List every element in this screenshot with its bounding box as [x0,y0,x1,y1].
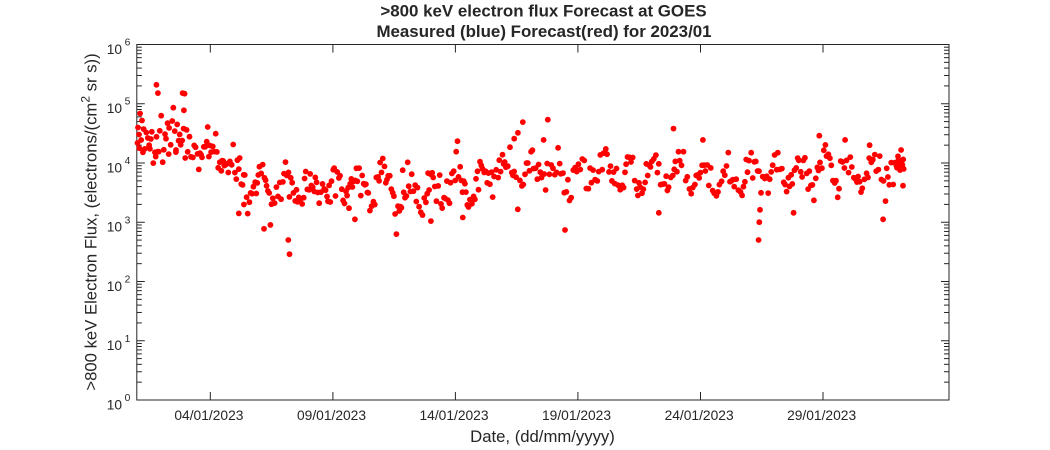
svg-text:>800 keV electron flux Forecas: >800 keV electron flux Forecast at GOES [380,1,706,20]
svg-text:29/01/2023: 29/01/2023 [787,408,856,423]
svg-text:09/01/2023: 09/01/2023 [297,408,366,423]
svg-text:14/01/2023: 14/01/2023 [419,408,488,423]
svg-text:19/01/2023: 19/01/2023 [542,408,611,423]
svg-text:24/01/2023: 24/01/2023 [665,408,734,423]
svg-text:Measured (blue) Forecast(red): Measured (blue) Forecast(red) for 2023/0… [376,22,711,41]
svg-text:04/01/2023: 04/01/2023 [174,408,243,423]
svg-text:>800 keV Electron Flux, (elect: >800 keV Electron Flux, (electrons/(cm2 … [79,53,101,390]
svg-text:Date, (dd/mm/yyyy): Date, (dd/mm/yyyy) [470,427,615,446]
